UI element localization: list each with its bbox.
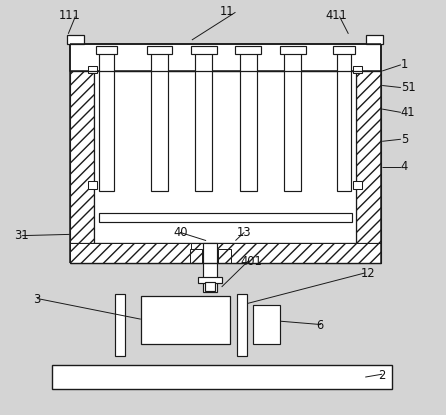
Bar [70,44,381,71]
Bar [333,46,355,54]
Bar [88,181,97,189]
Bar [116,294,125,356]
Text: 4: 4 [401,161,408,173]
Text: 411: 411 [326,9,347,22]
Text: 401: 401 [241,255,263,268]
Bar [52,365,392,389]
Bar [88,66,97,73]
Text: 11: 11 [220,5,235,17]
Bar [190,249,202,263]
Bar [356,71,381,243]
Bar [191,46,217,54]
Bar [285,52,301,191]
Bar [366,35,383,44]
Bar [67,35,84,44]
Bar [240,52,257,191]
Bar [205,282,215,291]
Text: 6: 6 [316,319,324,332]
Text: 1: 1 [401,58,408,71]
Text: 40: 40 [173,226,188,239]
Bar [215,243,381,263]
Bar [280,46,306,54]
Text: 41: 41 [401,106,415,119]
Bar [353,66,362,73]
Bar [70,243,191,263]
Text: 31: 31 [14,229,29,242]
Bar [70,71,94,243]
Bar [195,52,212,191]
Text: 12: 12 [361,267,376,280]
Bar [218,249,231,263]
Text: 5: 5 [401,133,408,146]
Bar [253,305,280,344]
Text: 51: 51 [401,81,416,94]
Bar [96,46,117,54]
Bar [147,46,172,54]
Bar [235,46,261,54]
Bar [99,52,114,191]
Text: 111: 111 [59,9,80,22]
Bar [198,277,223,283]
Bar [151,52,168,191]
Text: 2: 2 [378,369,385,381]
Text: 13: 13 [236,226,251,239]
Bar [237,294,247,356]
Bar [99,213,352,222]
Bar [141,296,230,344]
Bar [353,181,362,189]
Bar [203,243,217,292]
Text: 3: 3 [33,293,40,306]
Bar [337,52,351,191]
Bar [94,71,356,243]
Bar [70,243,381,263]
